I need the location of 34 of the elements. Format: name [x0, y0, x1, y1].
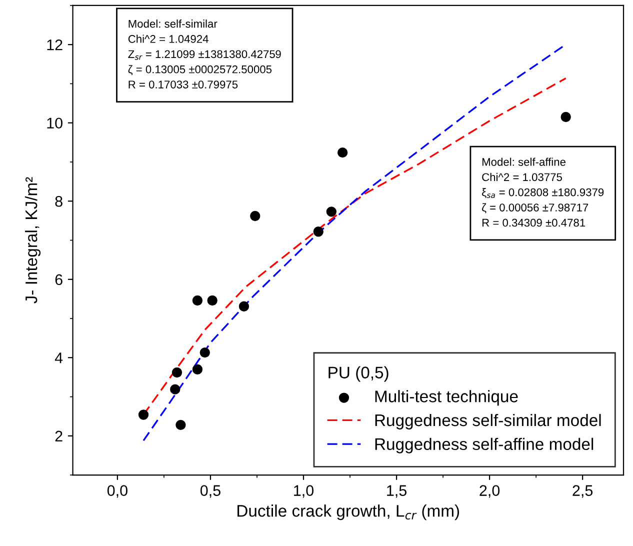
y-tick-label: 8 [55, 196, 62, 207]
point [192, 295, 203, 306]
y-tick-label: 2 [55, 430, 62, 442]
y-tick-label: 12 [47, 39, 62, 50]
point [170, 384, 180, 394]
y-tick-label: 6 [55, 274, 62, 286]
point [176, 420, 186, 430]
point [200, 347, 210, 358]
x-tick-label: 1,5 [387, 485, 407, 498]
point [326, 206, 336, 217]
y-axis-title: J- Integral, KJ/m² [24, 177, 41, 304]
annotation: Model: self-similar Chi^2 = 1.04924 Z$_{sr}$ = 1.21099 ±1381380.42759 ζ = 0.13005 ±0002572.50005 R = 0.17033 ±0.79975 [128, 20, 281, 88]
x-tick-label: 2,0 [480, 485, 500, 498]
x-axis-title: Ductile crack growth, L$_{cr}$ (mm) [238, 504, 460, 520]
legend-label: Multi-test technique [375, 390, 518, 406]
annotation: Model: self-affine Chi^2 = 1.03775 ξ$_{sa}$ = 0.02808 ±180.9379 ζ = 0.00056 ±7.98717 R = 0.34309 ±0.4781 [482, 158, 604, 227]
point [192, 364, 203, 374]
y-tick-label: 10 [47, 118, 62, 129]
x-tick-label: 0,5 [200, 485, 220, 498]
legend-label: Ruggedness self-similar model [375, 414, 601, 430]
y-tick-label: 4 [54, 352, 63, 364]
legend-label: Ruggedness self-affine model [375, 438, 594, 454]
point [250, 210, 260, 222]
x-tick-label: 1,0 [294, 485, 314, 498]
point [207, 295, 218, 306]
point [172, 367, 182, 378]
x-tick-label: 2,5 [572, 485, 593, 498]
point [313, 226, 324, 237]
point [337, 148, 348, 158]
point [560, 112, 571, 122]
legend-title: PU (0,5) [328, 366, 388, 382]
point [138, 410, 149, 420]
x-tick-label: 0,0 [107, 485, 128, 498]
point [238, 301, 250, 312]
